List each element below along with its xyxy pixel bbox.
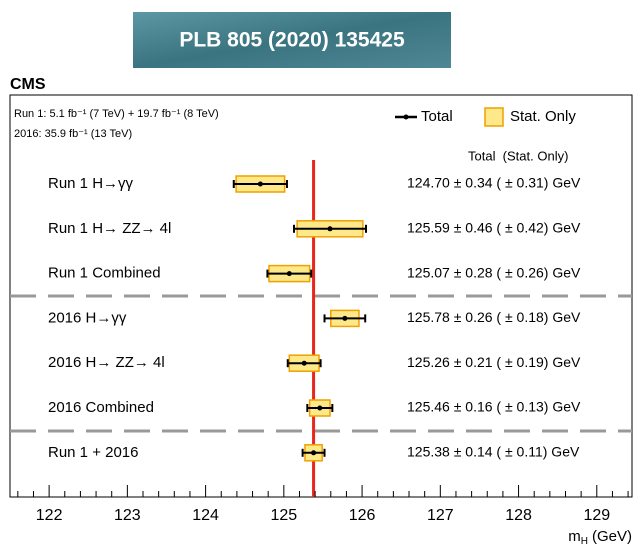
- x-tick-label: 124: [192, 507, 219, 524]
- x-tick-label: 125: [270, 507, 297, 524]
- x-label-unit: (GeV): [592, 528, 632, 545]
- value-label: 125.78 ± 0.26 ( ± 0.18) GeV: [407, 309, 581, 325]
- row-label: 2016 H→ ZZ→ 4l: [48, 354, 165, 371]
- banner: PLB 805 (2020) 135425: [179, 29, 405, 52]
- row-label: Run 1 Combined: [48, 265, 161, 282]
- value-label: 125.07 ± 0.28 ( ± 0.26) GeV: [407, 264, 581, 280]
- chart-title: CMS: [10, 76, 46, 93]
- row-label: 2016 H→γγ: [48, 309, 127, 326]
- point: [286, 271, 292, 277]
- legend-box: [484, 107, 504, 127]
- x-tick-label: 129: [583, 507, 610, 524]
- x-tick-label: 122: [36, 507, 63, 524]
- value-label: 125.38 ± 0.14 ( ± 0.11) GeV: [407, 444, 580, 460]
- point: [342, 315, 348, 321]
- lumi: Run 1: 5.1 fb⁻¹ (7 TeV) + 19.7 fb⁻¹ (8 T…: [14, 108, 219, 120]
- row-label: 2016 Combined: [48, 399, 154, 416]
- row-label: Run 1 H→ ZZ→ 4l: [48, 220, 171, 237]
- x-tick-label: 126: [349, 507, 376, 524]
- row-label: Run 1 H→γγ: [48, 175, 134, 192]
- legend-label: Stat. Only: [510, 108, 576, 125]
- legend-dot: [403, 114, 409, 120]
- point: [327, 226, 333, 232]
- x-tick-label: 127: [427, 507, 454, 524]
- value-label: 125.46 ± 0.16 ( ± 0.13) GeV: [407, 399, 581, 415]
- x-tick-label: 123: [114, 507, 141, 524]
- point: [257, 181, 263, 187]
- point: [301, 360, 307, 366]
- point: [311, 450, 317, 456]
- value-label: 124.70 ± 0.34 ( ± 0.31) GeV: [407, 175, 581, 191]
- column-header: Total (Stat. Only): [468, 148, 568, 163]
- value-label: 125.59 ± 0.46 ( ± 0.42) GeV: [407, 220, 581, 236]
- x-axis-label: mH (GeV): [568, 528, 632, 547]
- legend-label: Total: [421, 108, 453, 125]
- lumi: 2016: 35.9 fb⁻¹ (13 TeV): [14, 128, 132, 140]
- x-label-sub: H: [581, 536, 588, 547]
- point: [317, 405, 323, 411]
- value-label: 125.26 ± 0.21 ( ± 0.19) GeV: [407, 354, 581, 370]
- x-tick-label: 128: [505, 507, 532, 524]
- row-label: Run 1 + 2016: [48, 444, 139, 461]
- x-label-symbol: m: [568, 528, 581, 545]
- banner-bg: [133, 12, 451, 68]
